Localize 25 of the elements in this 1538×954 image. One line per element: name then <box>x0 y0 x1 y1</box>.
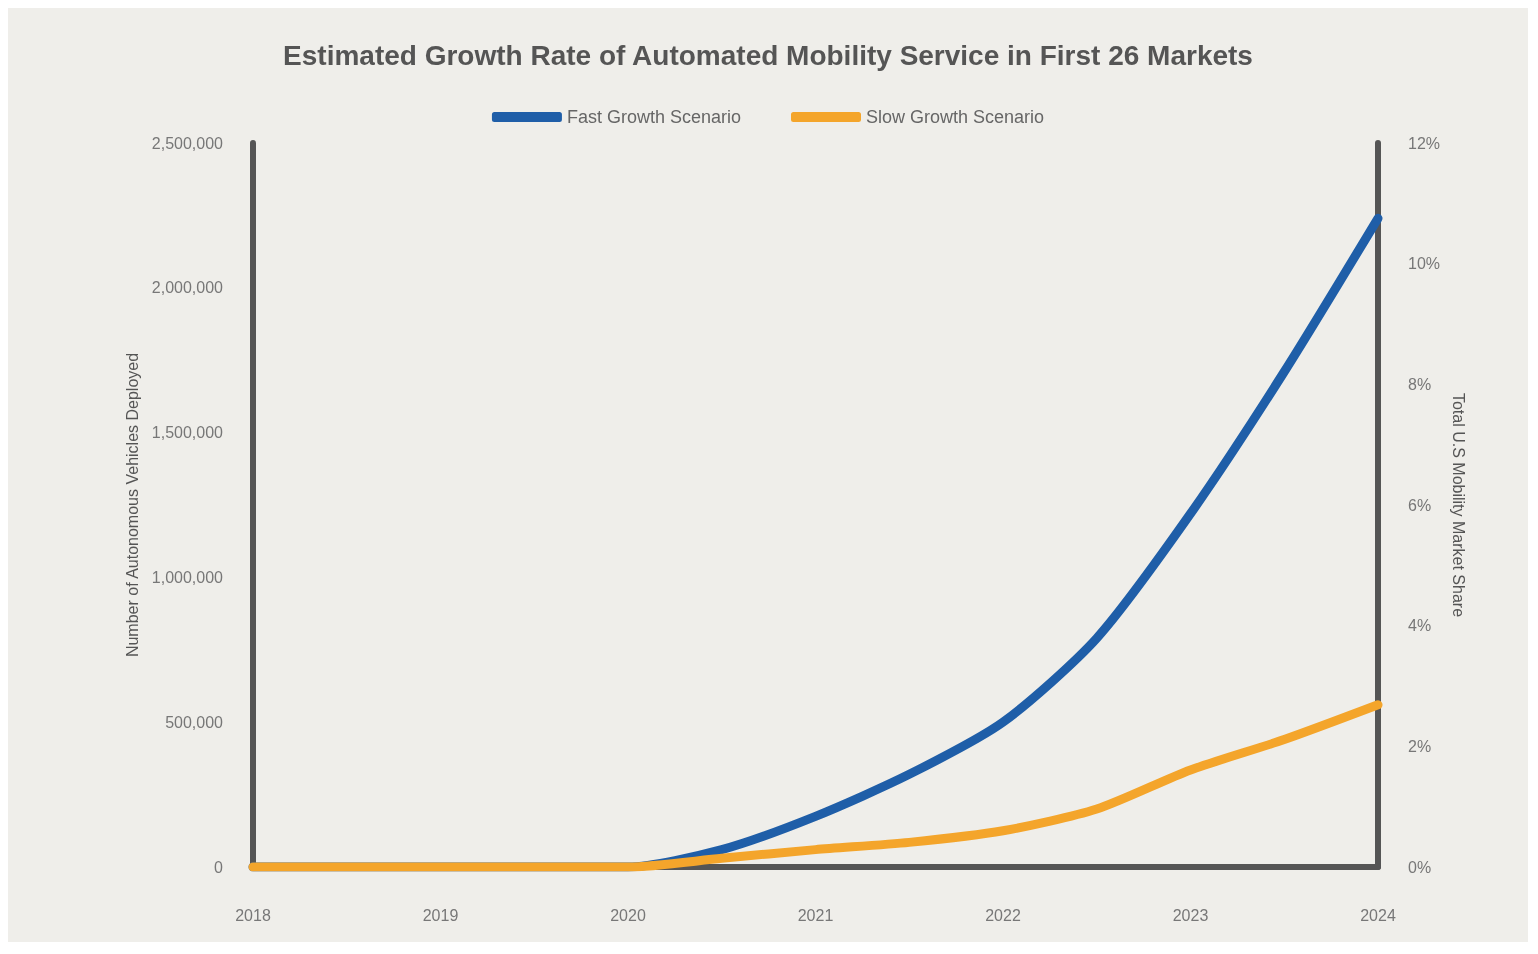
y2-tick-label: 2% <box>1408 737 1432 755</box>
y2-tick-label: 6% <box>1408 496 1432 514</box>
legend-label: Fast Growth Scenario <box>566 107 742 127</box>
x-tick-label: 2020 <box>610 906 646 924</box>
y-axis-title: Number of Autonomous Vehicles Deployed <box>124 352 142 658</box>
y-tick-label: 1,000,000 <box>151 568 224 586</box>
x-tick-label: 2023 <box>1172 906 1209 924</box>
x-tick-label: 2018 <box>235 906 271 924</box>
x-tick-label: 2021 <box>797 906 834 924</box>
chart-title: Estimated Growth Rate of Automated Mobility Service in First 26 Markets <box>283 39 1253 71</box>
legend-label: Slow Growth Scenario <box>866 107 1045 127</box>
y-tick-label: 2,500,000 <box>151 134 224 152</box>
y2-tick-label: 4% <box>1408 617 1432 635</box>
y2-tick-label: 0% <box>1408 858 1432 876</box>
y2-tick-label: 10% <box>1408 255 1441 273</box>
x-tick-label: 2024 <box>1360 906 1396 924</box>
y2-tick-label: 8% <box>1408 375 1432 393</box>
y-tick-label: 1,500,000 <box>151 424 224 442</box>
x-tick-label: 2022 <box>985 906 1021 924</box>
y2-axis-title: Total U.S Mobility Market Share <box>1450 392 1468 618</box>
y2-tick-label: 12% <box>1408 134 1441 152</box>
y-tick-label: 500,000 <box>165 713 224 731</box>
x-tick-label: 2019 <box>422 906 459 924</box>
y-tick-label: 2,000,000 <box>151 279 224 297</box>
y-tick-label: 0 <box>214 858 224 876</box>
